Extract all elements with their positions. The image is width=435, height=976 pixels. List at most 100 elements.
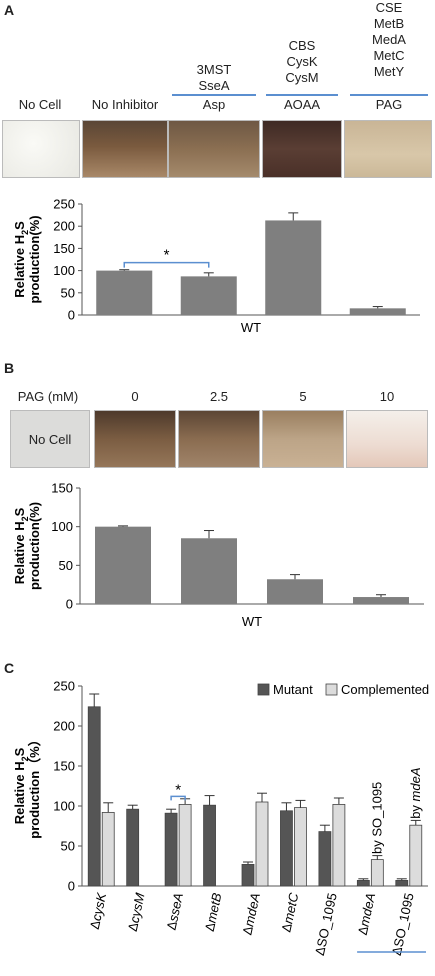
b-ylabel-line2: production(%) xyxy=(27,502,42,590)
a-sig-star: * xyxy=(164,247,170,264)
c-category-label: ΔSO_1095 xyxy=(389,892,417,957)
a-ytick-label: 0 xyxy=(68,308,75,323)
panel-b-letter: B xyxy=(4,360,15,376)
c-category-label: ΔmetC xyxy=(278,891,301,934)
pag-enzyme-5: MetY xyxy=(373,64,405,79)
swatch-pag xyxy=(344,120,432,178)
pag-divider xyxy=(350,94,428,96)
conc-10: 10 xyxy=(379,389,395,404)
c-bar-complemented xyxy=(178,803,192,887)
b-ytick-label: 50 xyxy=(59,558,73,573)
a-bar xyxy=(180,276,237,315)
aoaa-divider xyxy=(266,94,338,96)
c-bar-complemented xyxy=(255,801,269,887)
c-ytick-label: 250 xyxy=(53,679,75,694)
c-bar-complemented xyxy=(409,824,423,887)
a-bar xyxy=(96,270,153,315)
b-bar xyxy=(95,526,151,604)
chart-b: 0 50 100 150 WT Relative H2S production(%) xyxy=(12,481,424,629)
c-legend-swatch-complemented xyxy=(325,683,338,696)
a-ytick-label: 150 xyxy=(53,241,75,256)
conc-5: 5 xyxy=(299,389,307,404)
a-sig-bracket xyxy=(123,261,210,268)
c-category-label: ΔmdeA xyxy=(355,892,379,937)
swatch-no-inhibitor xyxy=(82,120,168,178)
c-ytick-label: 150 xyxy=(53,759,75,774)
pag-label: PAG xyxy=(375,97,403,112)
chart-c: 0 50 100 150 200 250 ΔcysK ΔcysM ΔsseA ΔmetB ΔmdeA… xyxy=(12,679,429,957)
c-bar-mutant xyxy=(203,804,216,887)
c-bar-annotation: by SO_1095 xyxy=(369,782,384,854)
asp-label: Asp xyxy=(202,97,226,112)
c-bar-mutant xyxy=(164,812,178,887)
asp-divider xyxy=(172,94,256,96)
c-category-label: ΔmdeA xyxy=(239,892,263,937)
conc-0: 0 xyxy=(131,389,139,404)
a-ytick-label: 100 xyxy=(53,263,75,278)
c-ytick-label: 100 xyxy=(53,799,75,814)
asp-enzymes: 3MST SseA xyxy=(168,62,260,94)
c-ylabel-line2: production（%） xyxy=(27,733,42,838)
a-ytick-label: 200 xyxy=(53,219,75,234)
a-ytick-label: 50 xyxy=(61,285,75,300)
aoaa-enzyme-1: CBS xyxy=(288,38,316,53)
c-bar-complemented xyxy=(332,803,346,887)
swatch-no-cell-a xyxy=(2,120,80,178)
pag-enzyme-2: MetB xyxy=(373,16,405,31)
c-legend-swatch-mutant xyxy=(257,683,270,696)
swatch-pag-5 xyxy=(262,410,344,468)
c-bar-complemented xyxy=(294,807,307,887)
conc-2-5: 2.5 xyxy=(209,389,229,404)
pag-enzyme-1: CSE xyxy=(375,0,403,15)
c-bar-mutant xyxy=(395,879,409,887)
panel-c-letter: C xyxy=(4,660,15,676)
pag-mm-label: PAG (mM) xyxy=(17,389,79,404)
aoaa-enzyme-2: CysK xyxy=(286,54,318,69)
c-ytick-label: 0 xyxy=(68,879,75,894)
c-legend-label-complemented: Complemented xyxy=(341,682,429,697)
asp-enzyme-1: 3MST xyxy=(196,62,232,77)
swatch-pag-10 xyxy=(346,410,428,468)
c-bar-complemented xyxy=(101,811,115,887)
chart-a: 0 50 100 150 200 250 * WT Relative H2S production… xyxy=(12,197,420,335)
c-category-label: ΔmetB xyxy=(202,891,225,933)
c-bar-mutant xyxy=(280,810,293,887)
c-bar-mutant xyxy=(126,808,140,887)
swatch-pag-0 xyxy=(94,410,176,468)
a-ylabel-line2: production(%) xyxy=(27,215,42,303)
aoaa-enzymes: CBS CysK CysM xyxy=(262,38,342,86)
pag-enzymes: CSE MetB MedA MetC MetY xyxy=(346,0,432,80)
c-bar-annotation: by mdeA xyxy=(408,767,423,818)
a-ylabel-line1: Relative H2S xyxy=(12,221,30,298)
b-bar xyxy=(181,538,237,604)
b-ytick-label: 100 xyxy=(51,519,73,534)
c-ytick-label: 50 xyxy=(61,839,75,854)
swatch-asp xyxy=(168,120,260,178)
asp-enzyme-2: SseA xyxy=(198,78,230,93)
c-legend-label-mutant: Mutant xyxy=(273,682,313,697)
a-xlabel: WT xyxy=(241,320,261,335)
no-cell-label-a: No Cell xyxy=(18,97,62,112)
no-cell-label-b: No Cell xyxy=(28,431,72,447)
b-bar xyxy=(267,579,323,604)
b-ytick-label: 0 xyxy=(66,597,73,612)
aoaa-enzyme-3: CysM xyxy=(285,70,319,85)
b-xlabel: WT xyxy=(242,614,262,629)
panel-a-letter: A xyxy=(4,2,15,18)
c-bar-mutant xyxy=(318,831,332,887)
c-sig-bracket xyxy=(170,795,186,801)
c-category-label: ΔcysK xyxy=(87,890,110,930)
c-bar-mutant xyxy=(356,879,370,887)
swatch-pag-2-5 xyxy=(178,410,260,468)
pag-enzyme-3: MedA xyxy=(372,32,406,47)
a-bar xyxy=(265,220,322,315)
c-category-label: ΔsseA xyxy=(164,892,186,932)
a-ytick-label: 250 xyxy=(53,197,75,212)
c-bar-mutant xyxy=(87,706,101,887)
b-ylabel-line1: Relative H2S xyxy=(12,507,30,584)
c-category-label: ΔSO_1095 xyxy=(312,892,340,957)
pag-enzyme-4: MetC xyxy=(373,48,405,63)
c-bar-complemented xyxy=(370,859,384,887)
c-ytick-label: 200 xyxy=(53,719,75,734)
b-bar xyxy=(353,597,409,604)
